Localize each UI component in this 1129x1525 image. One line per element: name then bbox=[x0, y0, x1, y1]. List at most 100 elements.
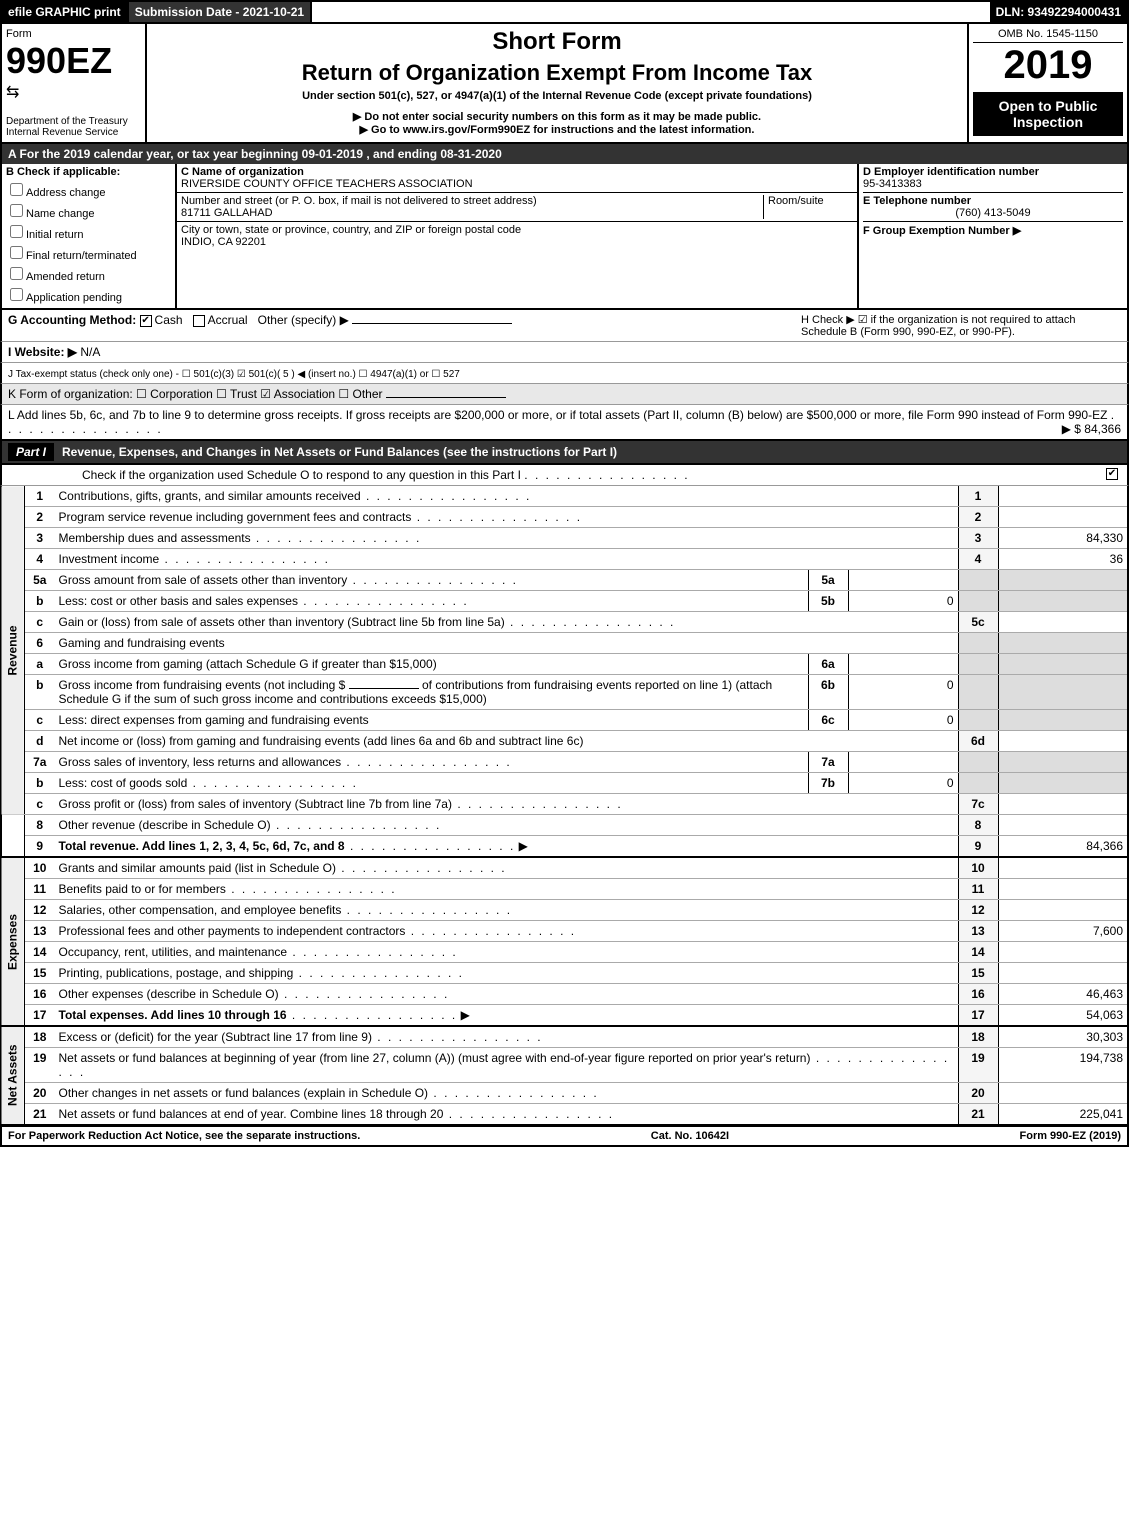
amt-11 bbox=[998, 879, 1128, 900]
mval-6b: 0 bbox=[848, 675, 958, 710]
box-19: 19 bbox=[958, 1048, 998, 1083]
line13-text: Professional fees and other payments to … bbox=[59, 924, 406, 938]
line12-text: Salaries, other compensation, and employ… bbox=[59, 903, 342, 917]
amt-2 bbox=[998, 507, 1128, 528]
l-text: L Add lines 5b, 6c, and 7b to line 9 to … bbox=[8, 408, 1107, 422]
line2-text: Program service revenue including govern… bbox=[59, 510, 412, 524]
c-name-label: C Name of organization bbox=[181, 166, 853, 178]
cash-label: Cash bbox=[155, 313, 183, 327]
cb-accrual[interactable] bbox=[193, 315, 205, 327]
k-row: K Form of organization: ☐ Corporation ☐ … bbox=[0, 384, 1129, 405]
g-h-row: G Accounting Method: Cash Accrual Other … bbox=[0, 310, 1129, 342]
mbox-6a: 6a bbox=[808, 654, 848, 675]
cb-final-return[interactable]: Final return/terminated bbox=[6, 243, 171, 262]
mval-5a bbox=[848, 570, 958, 591]
amt-12 bbox=[998, 900, 1128, 921]
box-5c: 5c bbox=[958, 612, 998, 633]
box-9: 9 bbox=[958, 836, 998, 858]
box-12: 12 bbox=[958, 900, 998, 921]
box-8: 8 bbox=[958, 815, 998, 836]
footer-left: For Paperwork Reduction Act Notice, see … bbox=[8, 1130, 360, 1142]
cb-cash[interactable] bbox=[140, 315, 152, 327]
efile-label: efile GRAPHIC print bbox=[2, 2, 129, 22]
amt-6d bbox=[998, 731, 1128, 752]
mval-6c: 0 bbox=[848, 710, 958, 731]
line5c-text: Gain or (loss) from sale of assets other… bbox=[59, 615, 505, 629]
mval-5b: 0 bbox=[848, 591, 958, 612]
box-21: 21 bbox=[958, 1104, 998, 1126]
schedule-o-checkbox[interactable] bbox=[1106, 468, 1118, 480]
cb-application-pending[interactable]: Application pending bbox=[6, 285, 171, 304]
line21-text: Net assets or fund balances at end of ye… bbox=[59, 1107, 444, 1121]
dept-treasury: Department of the Treasury bbox=[6, 116, 141, 127]
amt-5c bbox=[998, 612, 1128, 633]
mbox-7b: 7b bbox=[808, 773, 848, 794]
j-row: J Tax-exempt status (check only one) - ☐… bbox=[0, 363, 1129, 384]
box-16: 16 bbox=[958, 984, 998, 1005]
cb-address-change[interactable]: Address change bbox=[6, 180, 171, 199]
form-header: Form 990EZ ⇆ Department of the Treasury … bbox=[0, 22, 1129, 144]
form-right: OMB No. 1545-1150 2019 Open to Public In… bbox=[967, 24, 1127, 142]
accrual-label: Accrual bbox=[208, 313, 248, 327]
line10-text: Grants and similar amounts paid (list in… bbox=[59, 861, 336, 875]
form-left: Form 990EZ ⇆ Department of the Treasury … bbox=[2, 24, 147, 142]
line7b-text: Less: cost of goods sold bbox=[59, 776, 188, 790]
box-17: 17 bbox=[958, 1005, 998, 1027]
line7c-text: Gross profit or (loss) from sales of inv… bbox=[59, 797, 452, 811]
mbox-5b: 5b bbox=[808, 591, 848, 612]
line18-text: Excess or (deficit) for the year (Subtra… bbox=[59, 1030, 372, 1044]
mval-7a bbox=[848, 752, 958, 773]
mbox-6c: 6c bbox=[808, 710, 848, 731]
j-text: J Tax-exempt status (check only one) - ☐… bbox=[8, 369, 460, 380]
i-row: I Website: ▶ N/A bbox=[0, 342, 1129, 363]
irs-label: Internal Revenue Service bbox=[6, 127, 141, 138]
part1-title: Revenue, Expenses, and Changes in Net As… bbox=[62, 445, 617, 459]
line19-text: Net assets or fund balances at beginning… bbox=[59, 1051, 811, 1065]
line3-text: Membership dues and assessments bbox=[59, 531, 251, 545]
cb-name-change[interactable]: Name change bbox=[6, 201, 171, 220]
expenses-vlabel: Expenses bbox=[1, 857, 25, 1026]
org-name: RIVERSIDE COUNTY OFFICE TEACHERS ASSOCIA… bbox=[181, 178, 853, 190]
e-tel-label: E Telephone number bbox=[863, 192, 1123, 207]
amt-16: 46,463 bbox=[998, 984, 1128, 1005]
mval-7b: 0 bbox=[848, 773, 958, 794]
box-4: 4 bbox=[958, 549, 998, 570]
form-number: 990EZ bbox=[6, 40, 141, 82]
d-ein-label: D Employer identification number bbox=[863, 166, 1123, 178]
line6-text: Gaming and fundraising events bbox=[55, 633, 959, 654]
org-city: INDIO, CA 92201 bbox=[181, 236, 266, 248]
info-block: B Check if applicable: Address change Na… bbox=[0, 164, 1129, 310]
arrow-9: ▶ bbox=[519, 839, 528, 853]
f-group-label: F Group Exemption Number ▶ bbox=[863, 221, 1123, 237]
line6a-text: Gross income from gaming (attach Schedul… bbox=[59, 657, 437, 671]
box-15: 15 bbox=[958, 963, 998, 984]
amt-21: 225,041 bbox=[998, 1104, 1128, 1126]
main-title: Return of Organization Exempt From Incom… bbox=[155, 60, 959, 86]
line17-text: Total expenses. Add lines 10 through 16 bbox=[59, 1008, 287, 1022]
c-street-label: Number and street (or P. O. box, if mail… bbox=[181, 195, 537, 207]
line16-text: Other expenses (describe in Schedule O) bbox=[59, 987, 279, 1001]
lines-table: Revenue 1 Contributions, gifts, grants, … bbox=[0, 486, 1129, 1126]
website-value: N/A bbox=[80, 345, 100, 359]
goto-link[interactable]: ▶ Go to www.irs.gov/Form990EZ for instru… bbox=[155, 123, 959, 136]
mbox-5a: 5a bbox=[808, 570, 848, 591]
amt-17: 54,063 bbox=[998, 1005, 1128, 1027]
short-form-title: Short Form bbox=[155, 28, 959, 56]
lineno-1: 1 bbox=[25, 486, 55, 507]
cb-amended-return[interactable]: Amended return bbox=[6, 264, 171, 283]
amt-14 bbox=[998, 942, 1128, 963]
mbox-6b: 6b bbox=[808, 675, 848, 710]
footer: For Paperwork Reduction Act Notice, see … bbox=[0, 1126, 1129, 1147]
g-label: G Accounting Method: bbox=[8, 313, 136, 327]
form-word: Form bbox=[6, 28, 141, 40]
line14-text: Occupancy, rent, utilities, and maintena… bbox=[59, 945, 288, 959]
part1-bar: Part I Revenue, Expenses, and Changes in… bbox=[0, 441, 1129, 465]
box-11: 11 bbox=[958, 879, 998, 900]
other-specify-label: Other (specify) ▶ bbox=[258, 313, 349, 327]
room-suite-label: Room/suite bbox=[763, 195, 853, 219]
line6d-text: Net income or (loss) from gaming and fun… bbox=[59, 734, 584, 748]
amt-19: 194,738 bbox=[998, 1048, 1128, 1083]
amt-4: 36 bbox=[998, 549, 1128, 570]
cb-initial-return[interactable]: Initial return bbox=[6, 222, 171, 241]
no-ssn-note: ▶ Do not enter social security numbers o… bbox=[155, 110, 959, 123]
